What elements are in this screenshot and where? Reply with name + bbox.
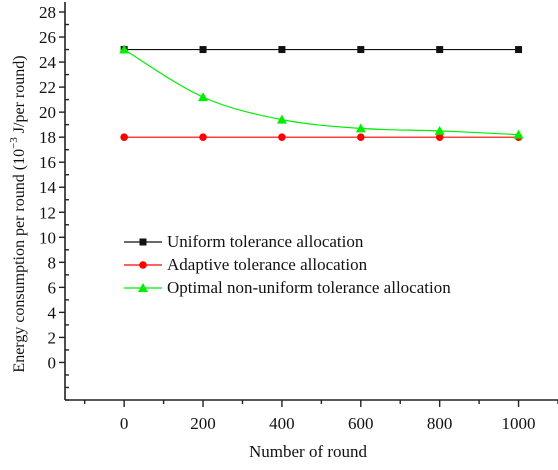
x-tick-label: 400 bbox=[269, 414, 295, 433]
y-tick-label: 22 bbox=[39, 78, 56, 97]
legend-label: Optimal non-uniform tolerance allocation bbox=[167, 278, 451, 297]
data-point bbox=[436, 46, 444, 54]
x-tick-label: 600 bbox=[348, 414, 374, 433]
series-uniform-tolerance-allocation bbox=[120, 46, 523, 54]
y-tick-label: 14 bbox=[39, 178, 57, 197]
data-point bbox=[276, 114, 287, 124]
y-tick-label: 0 bbox=[48, 353, 57, 372]
legend-item: Optimal non-uniform tolerance allocation bbox=[124, 278, 451, 297]
x-tick-label: 1000 bbox=[502, 414, 536, 433]
data-point bbox=[199, 133, 207, 141]
data-point bbox=[515, 46, 523, 54]
y-tick-label: 10 bbox=[39, 228, 56, 247]
legend-marker bbox=[139, 261, 147, 269]
data-point bbox=[513, 129, 524, 139]
legend-item: Uniform tolerance allocation bbox=[124, 232, 364, 251]
x-tick-label: 800 bbox=[427, 414, 453, 433]
y-axis-title-exponent: −3 bbox=[8, 137, 20, 149]
y-tick-label: 28 bbox=[39, 3, 56, 22]
data-point bbox=[278, 133, 286, 141]
data-point bbox=[120, 133, 128, 141]
data-point bbox=[199, 46, 207, 54]
series-adaptive-tolerance-allocation bbox=[120, 133, 523, 141]
data-point bbox=[357, 46, 365, 54]
x-axis-title: Number of round bbox=[249, 442, 368, 461]
x-tick-label: 0 bbox=[120, 414, 129, 433]
x-tick-label: 200 bbox=[190, 414, 216, 433]
y-tick-label: 16 bbox=[39, 153, 56, 172]
data-point bbox=[357, 133, 365, 141]
data-point bbox=[355, 123, 366, 133]
y-tick-label: 4 bbox=[48, 303, 57, 322]
series-optimal-non-uniform-tolerance-allocation bbox=[119, 44, 524, 139]
y-tick-label: 18 bbox=[39, 128, 56, 147]
series-layer bbox=[119, 44, 524, 141]
legend: Uniform tolerance allocation Adaptive tol… bbox=[124, 232, 451, 297]
y-tick-label: 12 bbox=[39, 203, 56, 222]
data-point bbox=[198, 92, 209, 102]
y-tick-label: 20 bbox=[39, 103, 56, 122]
y-tick-label: 26 bbox=[39, 28, 56, 47]
legend-label: Uniform tolerance allocation bbox=[167, 232, 364, 251]
legend-marker bbox=[139, 238, 147, 246]
y-tick-label: 24 bbox=[39, 53, 57, 72]
y-axis-title-tail: J/per round) bbox=[11, 55, 28, 137]
y-axis-title-main: Energy consumption per round (10 bbox=[11, 149, 28, 373]
data-point bbox=[278, 46, 286, 54]
y-axis-title: Energy consumption per round (10−3 J/per… bbox=[8, 55, 28, 372]
y-tick-label: 6 bbox=[48, 278, 57, 297]
legend-label: Adaptive tolerance allocation bbox=[167, 255, 368, 274]
y-tick-label: 8 bbox=[48, 253, 57, 272]
series-line bbox=[123, 49, 519, 136]
data-point bbox=[119, 44, 130, 54]
y-tick-label: 2 bbox=[48, 328, 57, 347]
axes bbox=[64, 2, 558, 401]
data-point bbox=[434, 125, 445, 135]
legend-marker bbox=[138, 283, 148, 292]
data-point bbox=[435, 133, 444, 141]
legend-item: Adaptive tolerance allocation bbox=[124, 255, 368, 274]
